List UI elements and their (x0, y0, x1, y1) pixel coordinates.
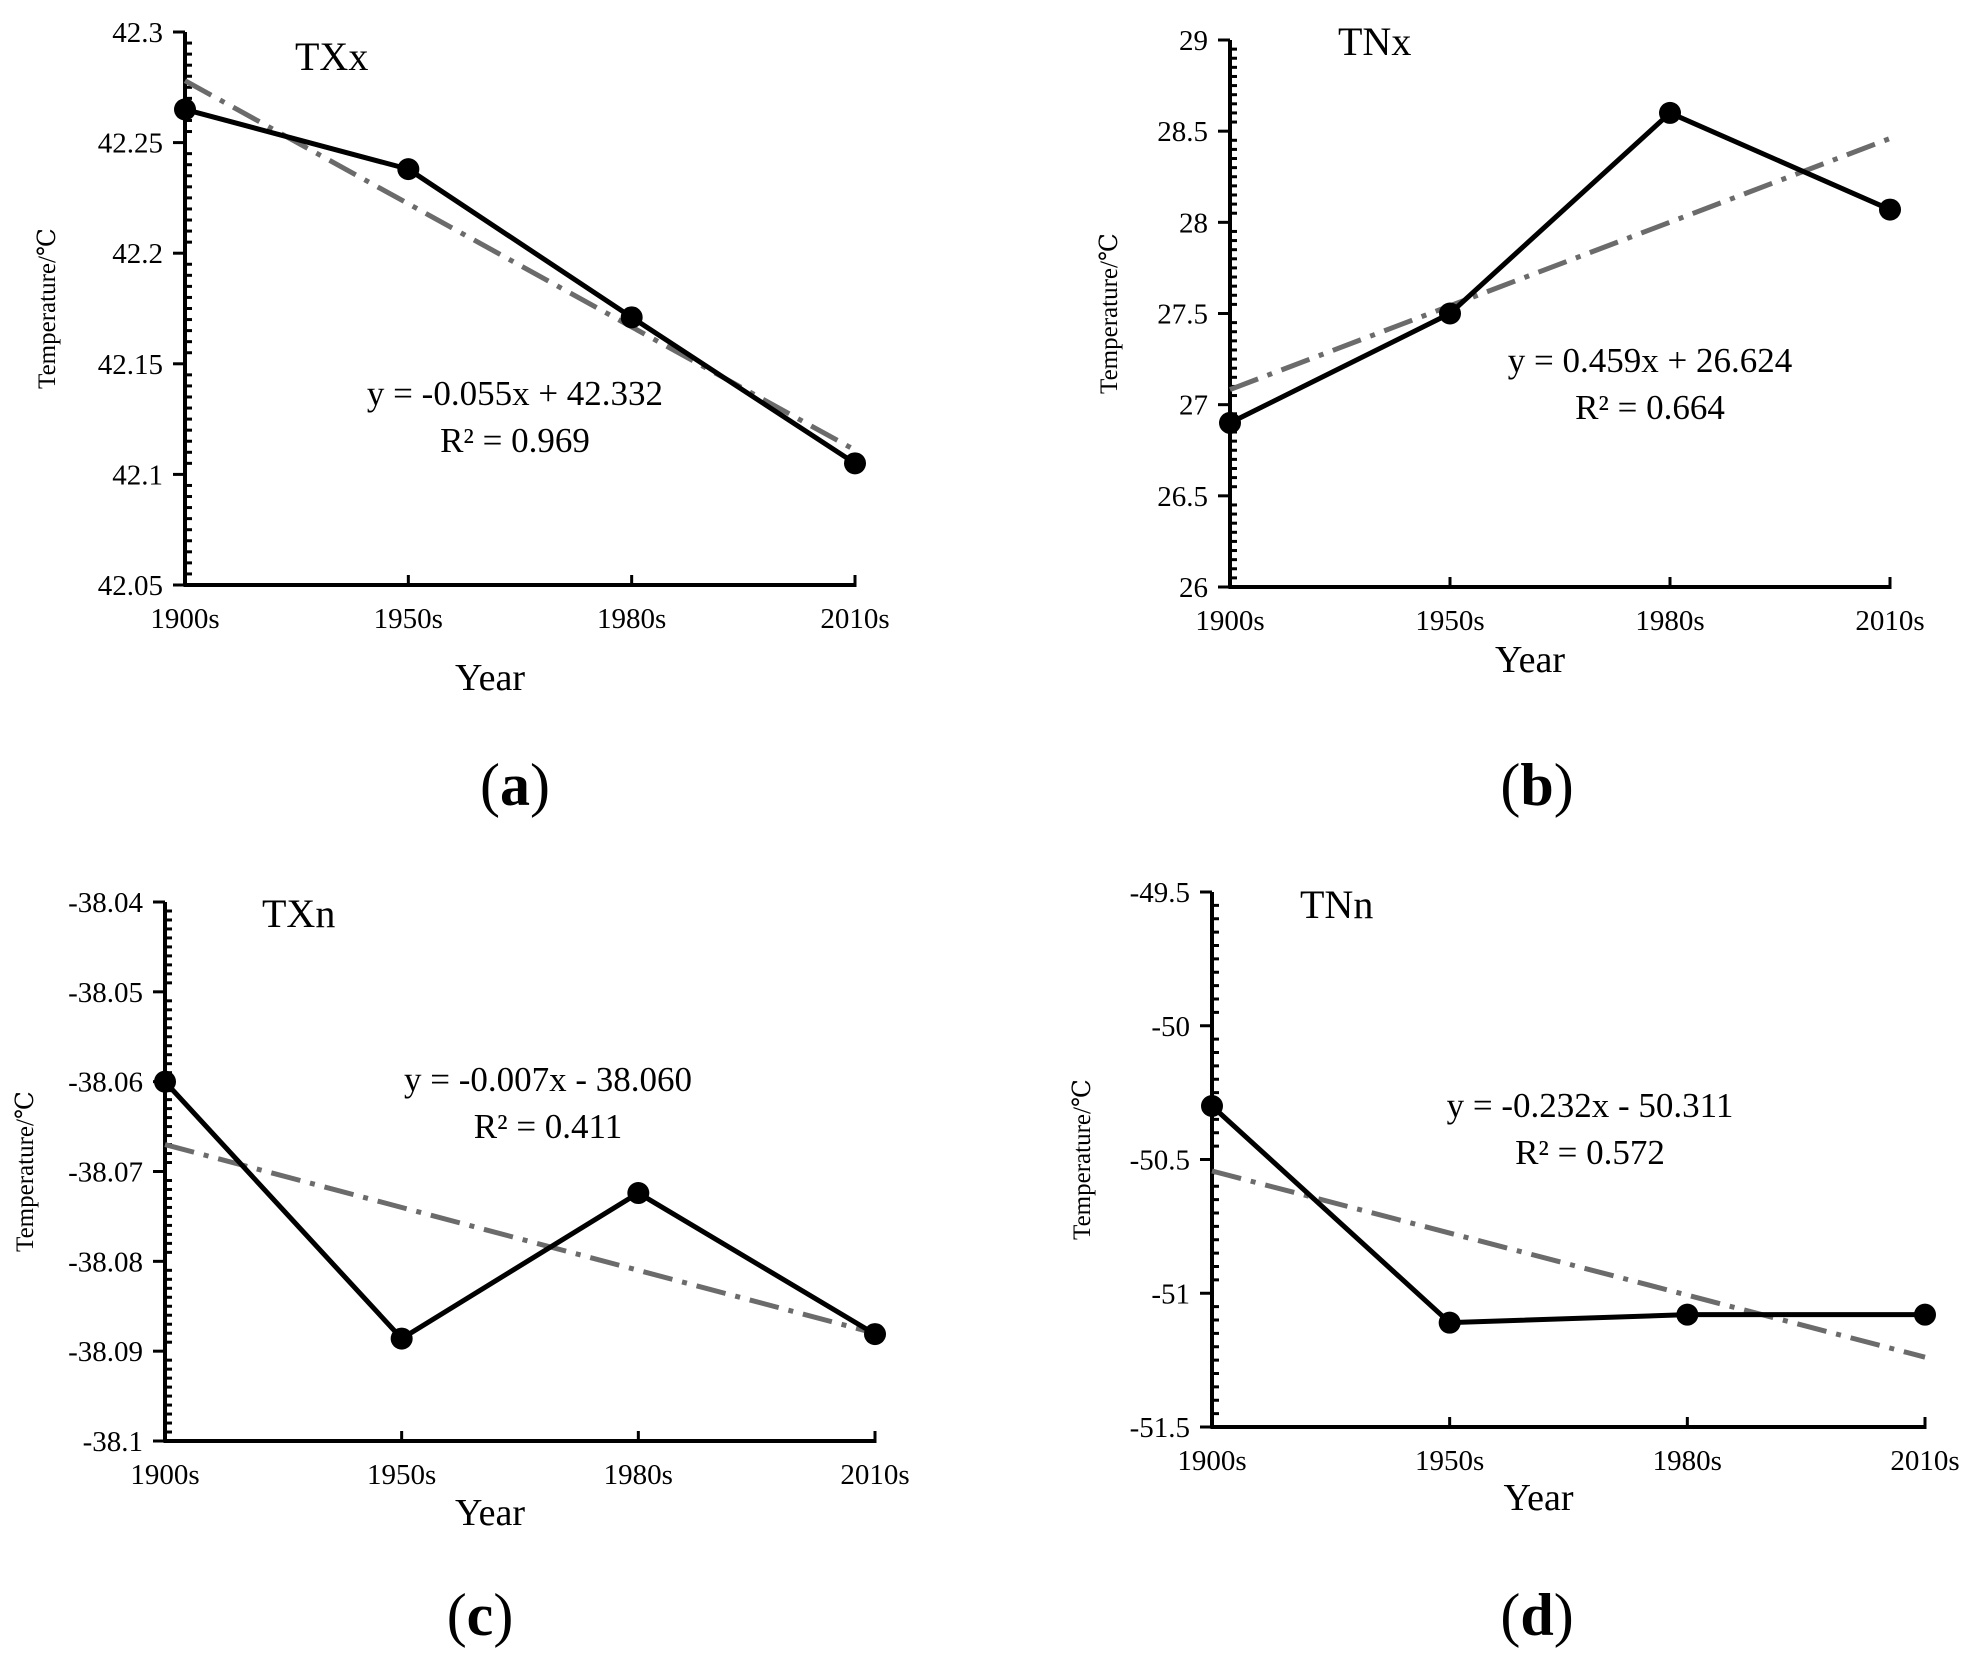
data-point (397, 158, 420, 181)
r-squared-label: R² = 0.572 (1515, 1133, 1665, 1172)
data-point (1438, 1311, 1461, 1334)
series-line (1228, 110, 1892, 426)
r-squared-label: R² = 0.664 (1575, 388, 1725, 427)
y-tick-label: -50 (1151, 1011, 1190, 1043)
y-tick-label: 26.5 (1157, 481, 1208, 513)
y-tick-label: -38.1 (83, 1426, 143, 1458)
series-line (184, 107, 857, 466)
y-tick-label: -51 (1151, 1278, 1190, 1310)
y-axis-title: Temperature/℃ (34, 228, 61, 389)
data-point (390, 1327, 413, 1350)
panel-label-letter: c (467, 1582, 494, 1648)
y-tick-label: -51.5 (1130, 1412, 1190, 1444)
chart-title: TNn (1300, 882, 1373, 927)
y-tick-label: -38.08 (68, 1246, 143, 1278)
data-point (1914, 1303, 1936, 1326)
trendline (164, 1142, 876, 1336)
panel-label: (a) (480, 752, 550, 818)
chart-panel-a: 42.05 42.1 42.15 42.2 42.25 42.3 1900s 1950s 198… (34, 17, 890, 818)
x-tick-label: 1900s (1177, 1445, 1246, 1477)
x-axis-title: Year (455, 657, 525, 699)
data-point (1676, 1303, 1699, 1326)
data-point (1201, 1095, 1223, 1117)
x-tick-label: 1980s (604, 1459, 673, 1491)
y-tick-label: 27.5 (1157, 299, 1208, 331)
trendline (1229, 136, 1891, 392)
y-tick-label: 42.1 (112, 459, 163, 491)
panel-label: (c) (447, 1582, 514, 1648)
regression-equation: y = -0.055x + 42.332 (367, 374, 663, 413)
data-point (174, 98, 196, 121)
x-tick-label: 2010s (1890, 1445, 1959, 1477)
y-tick-label: 28 (1179, 207, 1208, 239)
x-axis-title: Year (455, 1492, 525, 1534)
x-tick-label: 1950s (1415, 1445, 1484, 1477)
y-tick-label: 27 (1179, 390, 1208, 422)
x-tick-label: 1900s (150, 603, 219, 635)
regression-equation: y = -0.232x - 50.311 (1447, 1086, 1734, 1125)
x-tick-label: 1980s (597, 603, 666, 635)
x-tick-label: 1900s (1195, 605, 1264, 637)
y-tick-label: -49.5 (1130, 877, 1190, 909)
series-line (1210, 1104, 1925, 1326)
panel-label-letter: b (1520, 752, 1553, 818)
x-tick-label: 1950s (374, 603, 443, 635)
trendline (183, 78, 857, 453)
y-tick-label: -50.5 (1130, 1145, 1190, 1177)
regression-equation: y = -0.007x - 38.060 (404, 1060, 692, 1099)
data-point (1219, 411, 1241, 434)
trendline (1211, 1168, 1926, 1360)
panel-label: (d) (1500, 1582, 1573, 1648)
y-tick-label: -38.07 (68, 1157, 143, 1189)
y-tick-label: -38.05 (68, 977, 143, 1009)
regression-equation: y = 0.459x + 26.624 (1508, 341, 1792, 380)
y-tick-label: -38.09 (68, 1336, 143, 1368)
y-axis-title: Temperature/℃ (1096, 233, 1123, 394)
panel-label: (b) (1500, 752, 1573, 818)
x-tick-label: 2010s (820, 603, 889, 635)
r-squared-label: R² = 0.969 (440, 421, 590, 460)
x-tick-label: 1950s (1415, 605, 1484, 637)
data-point (1659, 101, 1681, 124)
x-tick-label: 1980s (1653, 1445, 1722, 1477)
x-tick-label: 1900s (130, 1459, 199, 1491)
y-tick-label: 42.25 (98, 128, 163, 160)
data-point (627, 1182, 650, 1205)
y-tick-label: 26 (1179, 572, 1208, 604)
chart-title: TXx (295, 34, 368, 79)
data-point (620, 306, 643, 329)
data-point (154, 1070, 176, 1093)
y-tick-label: -38.06 (68, 1067, 143, 1099)
chart-panel-d: -51.5 -51 -50.5 -50 -49.5 1900s 1950s 1980s 2010… (1069, 877, 1960, 1648)
y-tick-label: 29 (1179, 25, 1208, 57)
x-tick-label: 1980s (1635, 605, 1704, 637)
y-tick-label: -38.04 (68, 887, 143, 919)
panel-label-letter: d (1520, 1582, 1553, 1648)
y-tick-label: 42.05 (98, 570, 163, 602)
chart-title: TXn (262, 891, 335, 936)
data-point (844, 452, 866, 475)
chart-panel-b: 26 26.5 27 27.5 28 28.5 29 1900s 1950s 1980s 2010s… (1096, 19, 1925, 818)
data-point (1879, 198, 1901, 221)
y-axis-title: Temperature/℃ (12, 1091, 39, 1252)
y-axis-title: Temperature/℃ (1069, 1079, 1096, 1240)
y-tick-label: 28.5 (1157, 116, 1208, 148)
x-tick-label: 2010s (1855, 605, 1924, 637)
data-point (1439, 302, 1461, 325)
r-squared-label: R² = 0.411 (474, 1107, 623, 1146)
y-tick-label: 42.15 (98, 349, 163, 381)
x-tick-label: 2010s (840, 1459, 909, 1491)
x-tick-label: 1950s (367, 1459, 436, 1491)
panel-label-letter: a (500, 752, 530, 818)
series-line (163, 1079, 877, 1342)
chart-title: TNx (1338, 19, 1411, 64)
x-axis-title: Year (1503, 1477, 1573, 1519)
data-point (864, 1323, 886, 1346)
chart-panel-c: -38.1 -38.09 -38.08 -38.07 -38.06 -38.05 -38.0… (12, 887, 910, 1648)
y-tick-label: 42.3 (112, 17, 163, 49)
y-tick-label: 42.2 (112, 238, 163, 270)
x-axis-title: Year (1495, 639, 1565, 681)
